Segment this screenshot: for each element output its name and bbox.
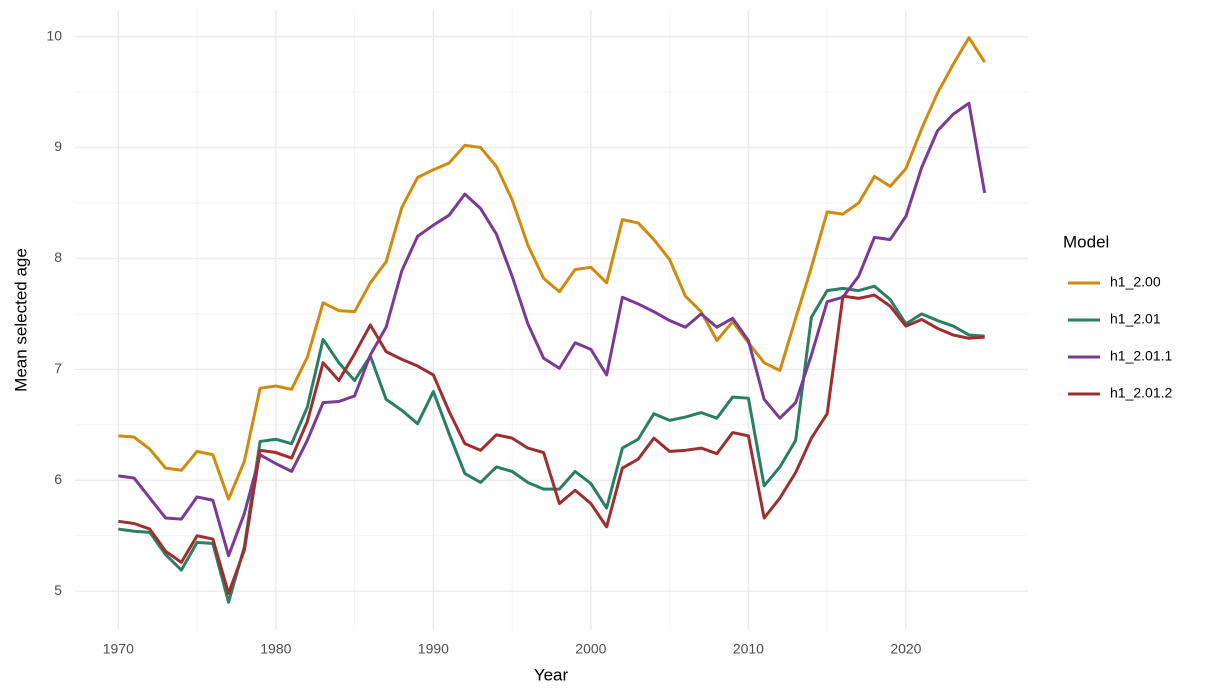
series-line: [118, 101, 987, 558]
legend-title: Model: [1063, 232, 1109, 251]
y-tick-label: 9: [54, 138, 62, 154]
y-tick-label: 5: [54, 582, 62, 598]
x-tick-label: 2020: [890, 641, 921, 657]
series-line: [118, 293, 985, 595]
x-tick-label: 2000: [575, 641, 606, 657]
legend-label: h1_2.00: [1110, 274, 1161, 290]
x-tick-label: 1970: [103, 641, 134, 657]
legend-label: h1_2.01.2: [1110, 385, 1172, 401]
legend-label: h1_2.01.1: [1110, 348, 1172, 364]
series-line: [118, 36, 986, 501]
x-tick-label: 2010: [733, 641, 764, 657]
y-tick-label: 10: [46, 27, 62, 43]
lines: [118, 36, 987, 604]
y-axis-title: Mean selected age: [11, 248, 30, 392]
x-axis-title: Year: [534, 665, 569, 684]
series-line: [118, 284, 985, 604]
y-tick-label: 8: [54, 249, 62, 265]
x-tick-label: 1980: [260, 641, 291, 657]
grid: [75, 10, 1028, 630]
y-tick-label: 7: [54, 360, 62, 376]
x-tick-label: 1990: [418, 641, 449, 657]
legend-label: h1_2.01: [1110, 311, 1161, 327]
y-tick-label: 6: [54, 471, 62, 487]
